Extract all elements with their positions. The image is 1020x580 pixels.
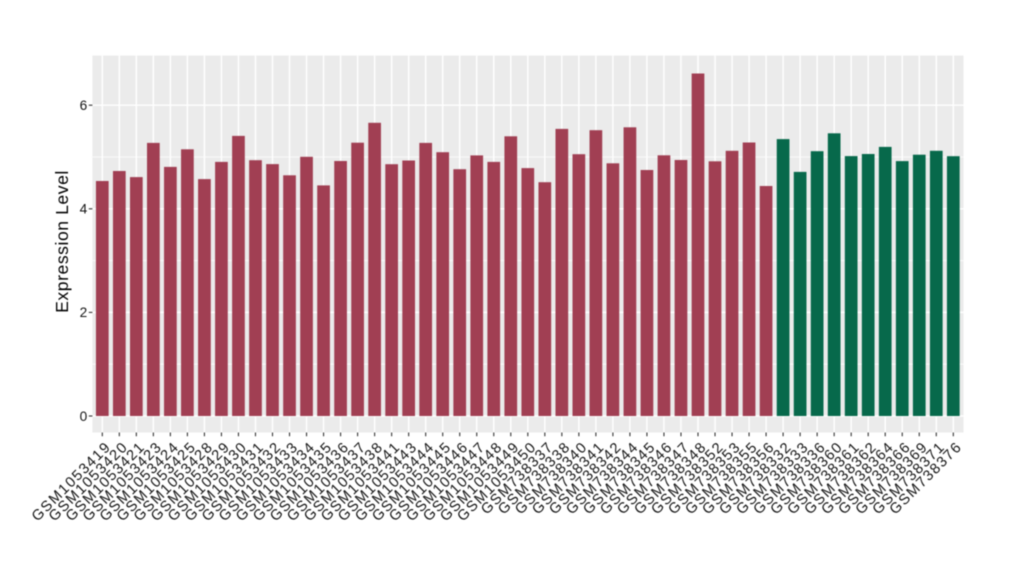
svg-text:2: 2 [80,305,88,320]
svg-text:0: 0 [80,409,88,424]
svg-text:6: 6 [80,98,88,113]
svg-text:4: 4 [80,202,88,217]
svg-text:Expression Level: Expression Level [52,170,72,313]
